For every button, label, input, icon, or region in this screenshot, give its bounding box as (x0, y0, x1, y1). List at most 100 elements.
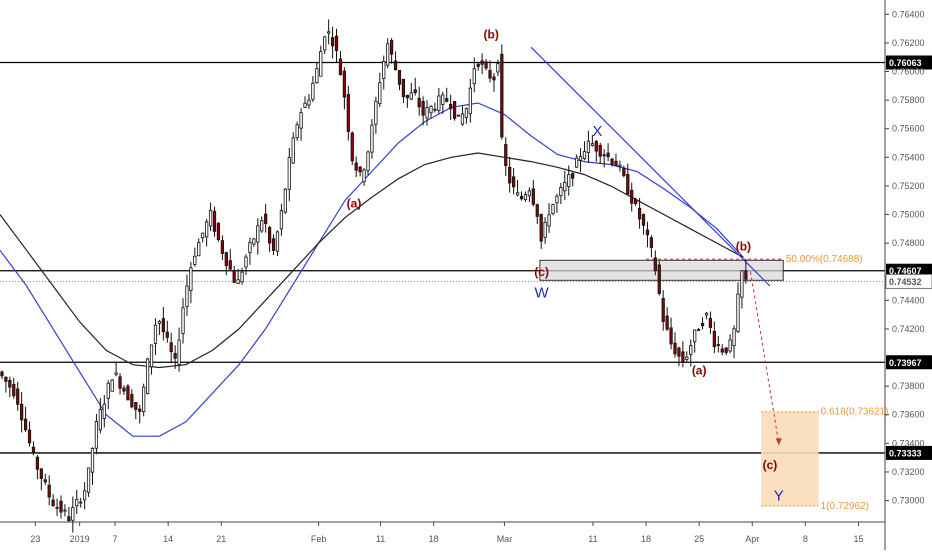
candle-body (260, 220, 264, 232)
candle-body (641, 214, 646, 226)
candle-body (610, 158, 614, 165)
candle-body (114, 372, 118, 375)
candle-body (31, 446, 36, 453)
candle-body (330, 37, 335, 47)
y-tick-label: 0.74800 (892, 238, 925, 248)
x-tick-label: Apr (745, 534, 759, 544)
y-tick-label: 0.75200 (892, 181, 925, 191)
candle-body (338, 58, 343, 76)
candle-body (83, 490, 87, 501)
y-tick-label: 0.73600 (892, 410, 925, 420)
candle-body (512, 176, 516, 188)
level-badge (886, 355, 932, 370)
candle-body (637, 207, 642, 220)
x-axis: 23 2019 7 14 21 Feb 11 18 Mar 11 18 25 Apr 8 15 (0, 521, 885, 544)
candle-body (181, 307, 185, 334)
candle-body (27, 429, 32, 444)
y-tick-label: 0.75000 (892, 210, 925, 220)
y-tick-label: 0.73800 (892, 381, 925, 391)
candle-body (543, 221, 547, 238)
y-tick-label: 0.75600 (892, 124, 925, 134)
candle-body (252, 238, 256, 245)
candle-body (649, 237, 654, 248)
y-tick-label: 0.75800 (892, 95, 925, 105)
candle-body (157, 320, 162, 324)
candle-body (177, 339, 181, 365)
wave-label-red: (c) (534, 265, 549, 279)
candle-body (264, 213, 268, 224)
candle-body (468, 87, 472, 115)
candle-body (539, 214, 543, 242)
wave-label-red: (b) (484, 28, 499, 42)
candle-body (23, 418, 28, 431)
candle-body (413, 89, 417, 93)
candle-body (417, 97, 421, 108)
candle-body (118, 376, 122, 389)
candle-body (626, 173, 630, 195)
candle-body (193, 255, 197, 265)
y-tick-label: 0.74200 (892, 324, 925, 334)
candle-body (429, 105, 433, 114)
candle-body (323, 36, 327, 51)
fib-50-label: 50.00%(0.74688) (786, 254, 863, 265)
fib-target-box (761, 411, 819, 506)
candle-body (47, 484, 51, 498)
candle-body (724, 347, 728, 353)
candle-body (283, 188, 287, 213)
candle-body (216, 222, 221, 241)
projection-arrowhead (775, 438, 782, 446)
candle-body (744, 270, 748, 280)
fib-0618-label: 0.618(0.73621) (821, 407, 889, 418)
candle-body (476, 63, 480, 67)
candle-body (256, 225, 260, 243)
candle-body (460, 113, 465, 125)
candle-body (342, 70, 347, 98)
candle-body (134, 402, 138, 410)
level-badge-text: 0.73967 (889, 358, 922, 368)
candle-body (138, 408, 142, 412)
level-badge-text: 0.76063 (889, 58, 922, 68)
level-badge-text: 0.73333 (889, 448, 922, 458)
candle-body (248, 241, 252, 254)
resistance-zone (539, 259, 784, 281)
candle-body (153, 324, 158, 344)
candle-body (43, 479, 47, 483)
candle-body (378, 82, 382, 105)
candle-body (197, 242, 201, 257)
candle-body (700, 322, 705, 327)
candle-body (201, 232, 205, 238)
candle-body (452, 101, 457, 119)
candle-body (267, 227, 272, 244)
trendline-upper (530, 46, 771, 287)
candle-body (559, 187, 563, 196)
y-tick-label: 0.75400 (892, 152, 925, 162)
wave-label-red: (a) (347, 196, 362, 210)
candle-body (169, 342, 173, 352)
candle-body (634, 199, 638, 204)
x-tick-label: 7 (113, 534, 118, 544)
candle-body (681, 351, 685, 363)
candle-body (441, 94, 445, 105)
wave-label-red: (b) (736, 239, 751, 253)
wave-label-red: (a) (692, 364, 707, 378)
candle-body (555, 195, 559, 204)
x-tick-label: 15 (853, 534, 863, 544)
candle-body (102, 403, 106, 419)
candle-body (657, 264, 661, 294)
candle-body (563, 182, 567, 192)
candle-body (106, 382, 110, 399)
candle-body (303, 102, 307, 108)
candle-body (75, 499, 79, 507)
candle-body (618, 164, 622, 167)
resistance-box (539, 259, 784, 281)
candle-body (704, 312, 709, 316)
candle-body (71, 507, 75, 521)
candle-body (492, 76, 496, 81)
candle-body (161, 318, 165, 333)
candle-body (354, 162, 358, 171)
level-badge (886, 445, 932, 460)
candle-body (708, 318, 713, 328)
candle-body (315, 68, 319, 83)
